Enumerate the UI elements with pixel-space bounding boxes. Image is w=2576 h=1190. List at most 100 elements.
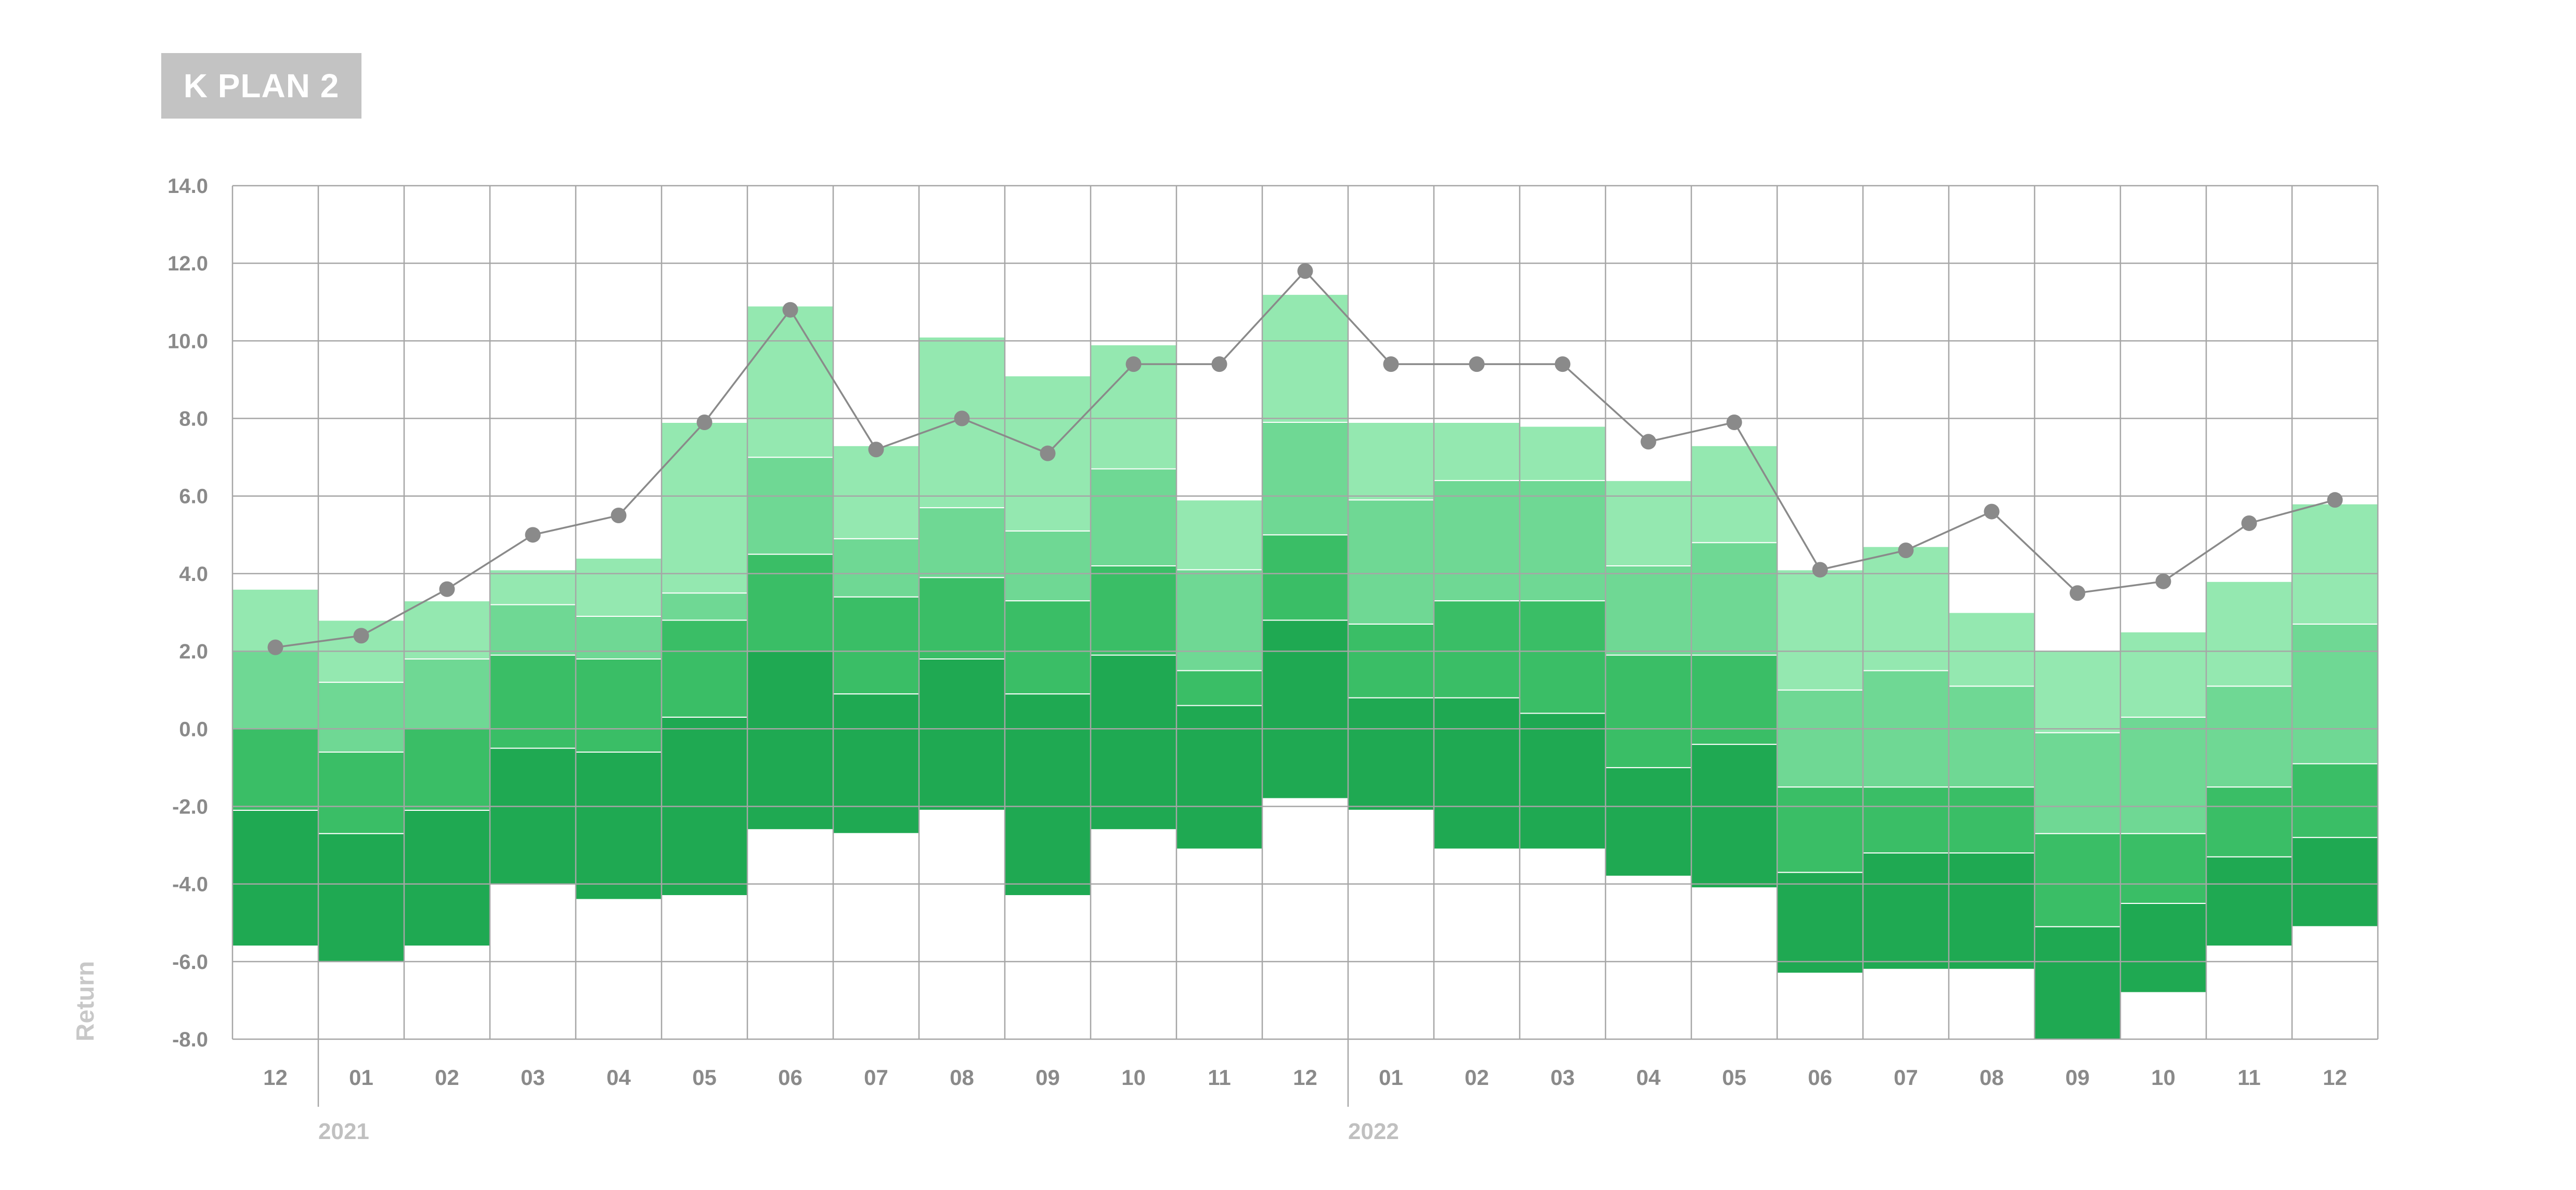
bar-segment xyxy=(1948,786,2035,853)
series-point xyxy=(1297,263,1313,279)
bar-segment xyxy=(2034,651,2121,733)
bar-segment xyxy=(833,445,920,539)
x-tick-label: 04 xyxy=(606,1065,631,1090)
bar-segment xyxy=(2120,902,2207,993)
bar-segment xyxy=(747,651,834,831)
series-point xyxy=(868,442,884,458)
y-axis-title: Return xyxy=(72,961,99,1042)
y-tick-label: 6.0 xyxy=(179,485,208,508)
series-point xyxy=(267,639,283,655)
x-tick-label: 07 xyxy=(1894,1065,1918,1090)
bar-segment xyxy=(1176,499,1263,571)
y-tick-label: 12.0 xyxy=(167,252,208,275)
bar-segment xyxy=(1519,713,1606,850)
series-point xyxy=(1812,562,1828,578)
x-tick-label: 09 xyxy=(1035,1065,1060,1090)
bar-segment xyxy=(1176,569,1263,671)
bar-segment xyxy=(232,728,319,811)
bar-segment xyxy=(1090,654,1177,831)
bar-segment xyxy=(404,728,490,811)
x-tick-label: 11 xyxy=(1208,1065,1231,1090)
year-label: 2021 xyxy=(318,1119,369,1144)
series-point xyxy=(1211,356,1227,372)
bar-segment xyxy=(1691,654,1778,745)
bar-segment xyxy=(1348,422,1434,501)
bar-segment xyxy=(1862,546,1949,671)
bar-segment xyxy=(1433,422,1520,481)
bar-segment xyxy=(1519,425,1606,481)
x-tick-label: 04 xyxy=(1636,1065,1661,1090)
bar-segment xyxy=(661,619,748,718)
x-tick-label: 10 xyxy=(1121,1065,1146,1090)
series-point xyxy=(1125,356,1142,372)
x-tick-label: 08 xyxy=(1979,1065,2004,1090)
x-tick-label: 02 xyxy=(435,1065,459,1090)
bar-segment xyxy=(1004,693,1091,897)
bar-segment xyxy=(1433,697,1520,850)
series-point xyxy=(2241,515,2257,531)
bar-segment xyxy=(918,507,1005,578)
series-point xyxy=(1898,542,1914,559)
bar-segment xyxy=(1691,542,1778,656)
x-tick-label: 07 xyxy=(864,1065,888,1090)
bar-segment xyxy=(1090,468,1177,566)
bar-segment xyxy=(1176,705,1263,850)
bar-segment xyxy=(2120,833,2207,904)
y-tick-label: 2.0 xyxy=(179,640,208,663)
bar-segment xyxy=(232,809,319,947)
bar-segment xyxy=(918,577,1005,660)
bar-segment xyxy=(232,651,319,730)
bar-segment xyxy=(1348,623,1434,699)
series-line-layer xyxy=(267,263,2343,655)
bar-segment xyxy=(2206,786,2293,858)
bar-segment xyxy=(1605,767,1692,877)
bar-segment xyxy=(1691,445,1778,544)
x-tick-label: 08 xyxy=(950,1065,974,1090)
bar-segment xyxy=(1519,600,1606,714)
series-point xyxy=(2155,573,2171,589)
series-point xyxy=(954,410,970,426)
bar-segment xyxy=(1090,565,1177,656)
bar-segment xyxy=(1777,786,1863,873)
x-tick-label: 01 xyxy=(349,1065,373,1090)
bar-segment xyxy=(661,422,748,594)
bar-segment xyxy=(1004,530,1091,602)
year-label: 2022 xyxy=(1348,1119,1399,1144)
series-point xyxy=(611,508,627,524)
bar-segment xyxy=(1948,685,2035,788)
bar-segment xyxy=(404,658,490,730)
series-point xyxy=(1040,445,1056,461)
bar-segment xyxy=(1176,670,1263,706)
band-layer xyxy=(232,293,2378,1040)
bar-segment xyxy=(575,615,662,660)
bar-segment xyxy=(1605,565,1692,656)
bar-segment xyxy=(1948,612,2035,687)
bar-segment xyxy=(1605,654,1692,768)
bar-segment xyxy=(1948,852,2035,970)
bar-segment xyxy=(1348,499,1434,625)
bar-segment xyxy=(1262,293,1349,423)
bar-segment xyxy=(575,558,662,617)
series-point xyxy=(696,415,713,431)
bar-segment xyxy=(318,752,405,834)
bar-segment xyxy=(489,747,576,885)
y-tick-label: 10.0 xyxy=(167,330,208,353)
x-tick-label: 11 xyxy=(2237,1065,2260,1090)
bar-segment xyxy=(661,592,748,621)
y-tick-label: -2.0 xyxy=(172,795,208,818)
series-point xyxy=(1383,356,1399,372)
bar-segment xyxy=(1691,744,1778,889)
bar-segment xyxy=(747,305,834,458)
x-tick-label: 05 xyxy=(692,1065,717,1090)
bar-segment xyxy=(2120,631,2207,718)
bar-segment xyxy=(2206,685,2293,788)
y-tick-label: 4.0 xyxy=(179,563,208,586)
bar-segment xyxy=(1262,534,1349,621)
bar-segment xyxy=(2292,623,2378,765)
bar-segment xyxy=(1262,619,1349,799)
series-point xyxy=(1984,503,2000,520)
x-tick-label: 01 xyxy=(1379,1065,1403,1090)
bar-segment xyxy=(833,538,920,598)
bar-segment xyxy=(1862,852,1949,970)
